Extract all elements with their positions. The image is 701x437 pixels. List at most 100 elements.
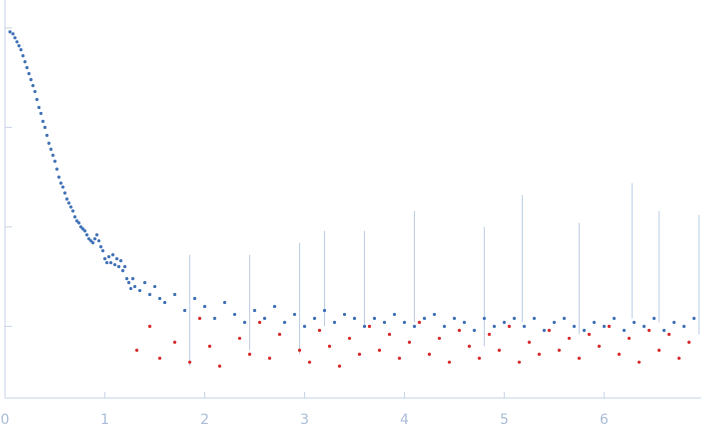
data-point xyxy=(417,320,422,324)
data-point xyxy=(387,332,392,336)
data-point xyxy=(45,133,49,137)
data-point xyxy=(342,312,347,317)
data-point xyxy=(81,227,85,231)
data-point xyxy=(29,78,33,82)
data-point xyxy=(173,340,177,344)
data-points xyxy=(8,30,696,368)
data-point xyxy=(347,336,352,340)
data-point xyxy=(677,356,681,360)
data-point xyxy=(592,320,596,324)
data-point xyxy=(71,209,75,213)
data-point xyxy=(109,261,113,265)
data-point xyxy=(397,356,402,360)
data-point xyxy=(37,105,41,110)
data-point xyxy=(377,348,382,352)
x-tick-label: 3 xyxy=(300,412,309,428)
data-point xyxy=(133,284,137,289)
data-point xyxy=(268,356,272,360)
data-point xyxy=(188,360,192,364)
data-point xyxy=(607,324,611,328)
data-point xyxy=(117,265,121,269)
data-point xyxy=(367,324,372,328)
data-point xyxy=(332,320,337,324)
data-point xyxy=(198,316,202,320)
data-point xyxy=(248,352,252,356)
data-point xyxy=(552,320,556,324)
data-point xyxy=(687,340,691,344)
data-point xyxy=(111,253,115,257)
data-point xyxy=(402,320,407,324)
data-point xyxy=(572,324,576,328)
data-point xyxy=(101,249,105,253)
data-point xyxy=(392,312,397,317)
data-point xyxy=(357,352,362,356)
data-point xyxy=(79,225,83,229)
data-point xyxy=(307,360,312,364)
data-point xyxy=(127,280,131,285)
data-point xyxy=(482,316,486,320)
data-point xyxy=(437,336,441,340)
data-point xyxy=(31,83,35,88)
data-point xyxy=(35,97,39,102)
data-point xyxy=(472,328,476,332)
data-point xyxy=(208,344,212,348)
data-point xyxy=(183,308,187,313)
data-point xyxy=(542,328,546,332)
data-point xyxy=(407,340,412,344)
data-point xyxy=(99,245,103,249)
data-point xyxy=(148,324,152,328)
data-point xyxy=(87,237,91,241)
data-point xyxy=(527,340,531,344)
data-point xyxy=(502,320,506,324)
data-point xyxy=(57,175,61,179)
data-point xyxy=(13,36,17,40)
data-point xyxy=(462,320,466,324)
data-point xyxy=(442,324,446,328)
data-point xyxy=(497,348,501,352)
data-point xyxy=(123,265,127,269)
data-point xyxy=(61,185,65,189)
data-point xyxy=(233,312,237,317)
data-point xyxy=(662,328,666,332)
data-point xyxy=(158,296,162,301)
data-point xyxy=(223,300,227,305)
data-point xyxy=(297,348,302,352)
data-point xyxy=(113,263,117,267)
data-point xyxy=(352,316,357,320)
data-point xyxy=(138,288,142,293)
data-point xyxy=(15,40,19,44)
data-point xyxy=(85,233,89,237)
data-point xyxy=(557,348,561,352)
data-point xyxy=(49,147,53,151)
data-point xyxy=(567,336,571,340)
data-point xyxy=(95,233,99,237)
data-point xyxy=(587,332,591,336)
data-point xyxy=(213,316,217,320)
x-tick-label: 4 xyxy=(400,412,409,428)
data-point xyxy=(69,205,73,209)
data-point xyxy=(667,332,671,336)
data-point xyxy=(75,219,79,223)
data-point xyxy=(93,237,97,241)
data-point xyxy=(637,360,641,364)
data-point xyxy=(512,316,516,320)
data-point xyxy=(507,324,511,328)
data-point xyxy=(129,286,133,291)
data-point xyxy=(273,304,277,309)
data-point xyxy=(362,324,367,328)
data-point xyxy=(143,280,147,285)
data-point xyxy=(447,360,451,364)
data-point xyxy=(107,255,111,259)
data-point xyxy=(337,364,342,368)
data-point xyxy=(115,257,119,261)
data-point xyxy=(65,197,69,201)
data-point xyxy=(33,89,37,94)
error-bars xyxy=(189,183,700,367)
data-point xyxy=(83,229,87,233)
data-point xyxy=(427,352,431,356)
data-point xyxy=(103,257,107,261)
data-point xyxy=(131,277,135,281)
data-point xyxy=(617,352,621,356)
data-point xyxy=(63,191,67,195)
